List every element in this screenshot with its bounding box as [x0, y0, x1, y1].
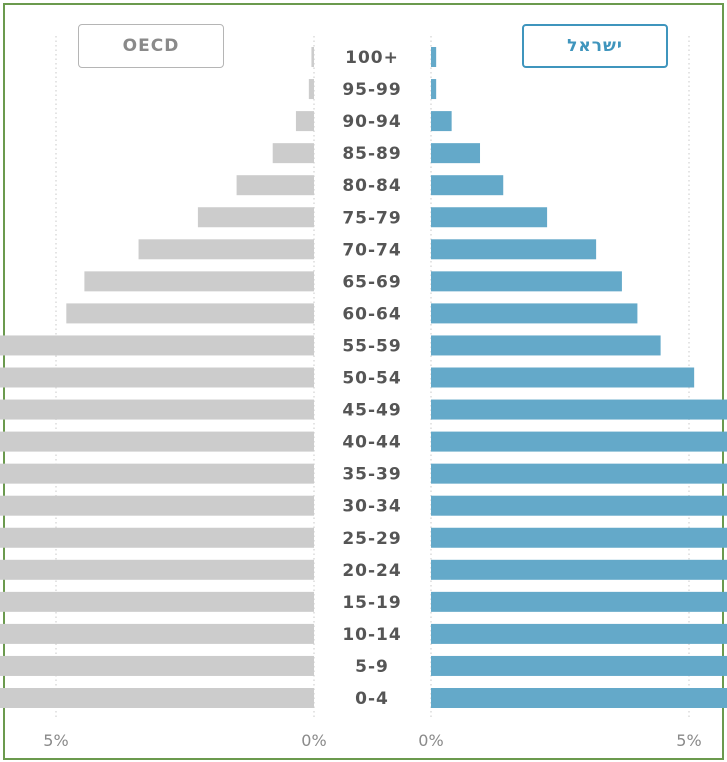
oecd-bar-5-9: [0, 655, 314, 676]
age-group-label: 45-49: [342, 401, 401, 421]
age-group-label: 55-59: [342, 336, 401, 356]
israel-bar-85-89: [431, 143, 481, 164]
israel-bar-70-74: [431, 239, 597, 260]
oecd-bar-60-64: [66, 303, 314, 324]
israel-bar-90-94: [431, 111, 452, 132]
age-group-label: 10-14: [342, 625, 401, 645]
x-tick-label-left-2: 0%: [301, 731, 326, 750]
israel-bar-40-44: [431, 431, 727, 452]
oecd-bar-20-24: [0, 559, 314, 580]
age-group-label: 50-54: [342, 369, 401, 389]
legend-oecd[interactable]: OECD: [78, 24, 224, 68]
oecd-bar-15-19: [0, 591, 315, 612]
israel-bar-60-64: [431, 303, 638, 324]
x-tick-label-right-3: 0%: [418, 731, 443, 750]
oecd-bar-0-4: [0, 688, 315, 708]
oecd-bar-45-49: [0, 399, 315, 420]
age-group-label: 25-29: [342, 529, 401, 549]
israel-bar-75-79: [431, 207, 548, 228]
oecd-bar-70-74: [138, 239, 314, 260]
israel-bar-30-34: [431, 495, 727, 516]
oecd-bar-50-54: [0, 367, 314, 388]
age-group-label: 20-24: [342, 561, 401, 581]
oecd-bar-95-99: [308, 79, 314, 100]
age-group-label: 65-69: [342, 272, 401, 292]
oecd-bar-80-84: [236, 175, 314, 196]
age-group-label: 60-64: [342, 304, 401, 324]
age-group-label: 40-44: [342, 433, 401, 453]
oecd-bar-40-44: [0, 431, 315, 452]
israel-bar-80-84: [431, 175, 504, 196]
x-tick-label-right-4: 5%: [676, 731, 701, 750]
age-group-label: 90-94: [342, 112, 401, 132]
age-group-label: 75-79: [342, 208, 401, 228]
oecd-bar-55-59: [0, 335, 314, 356]
age-group-label: 95-99: [342, 80, 401, 100]
israel-bar-15-19: [431, 591, 727, 612]
oecd-bar-10-14: [0, 623, 314, 644]
oecd-bar-75-79: [197, 207, 314, 228]
oecd-bar-90-94: [295, 111, 314, 132]
oecd-bar-30-34: [0, 495, 315, 516]
legend-israel[interactable]: ישראל: [522, 24, 668, 68]
israel-bar-10-14: [431, 623, 727, 644]
israel-bar-95-99: [431, 79, 437, 100]
israel-bar-55-59: [431, 335, 661, 356]
israel-bar-0-4: [431, 688, 727, 708]
age-group-label: 30-34: [342, 497, 401, 517]
oecd-bar-65-69: [84, 271, 314, 292]
age-group-label: 15-19: [342, 593, 401, 613]
israel-bar-35-39: [431, 463, 727, 484]
israel-bar-50-54: [431, 367, 695, 388]
oecd-bar-35-39: [0, 463, 314, 484]
legend-oecd-label: OECD: [122, 36, 180, 56]
age-group-label: 70-74: [342, 240, 401, 260]
x-tick-label-left-1: 5%: [43, 731, 68, 750]
oecd-bar-100+: [311, 47, 314, 67]
age-group-label: 85-89: [342, 144, 401, 164]
age-group-label: 0-4: [355, 689, 389, 709]
oecd-bar-85-89: [272, 143, 314, 164]
age-group-label: 5-9: [355, 657, 389, 677]
israel-bar-25-29: [431, 527, 727, 548]
oecd-bar-25-29: [0, 527, 315, 548]
israel-bar-45-49: [431, 399, 727, 420]
israel-bar-20-24: [431, 559, 727, 580]
age-group-label: 35-39: [342, 465, 401, 485]
israel-bar-65-69: [431, 271, 622, 292]
israel-bar-5-9: [431, 655, 727, 676]
legend-israel-label: ישראל: [567, 36, 623, 56]
age-group-label: 80-84: [342, 176, 401, 196]
age-group-label: 100+: [345, 48, 399, 68]
israel-bar-100+: [431, 47, 437, 67]
